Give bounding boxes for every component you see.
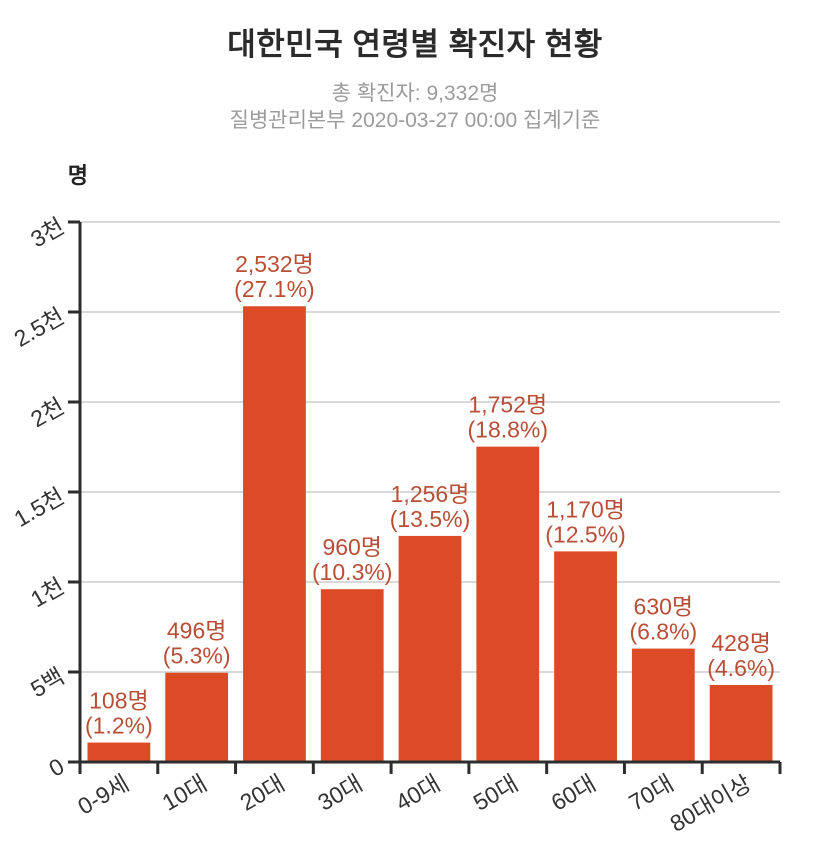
- x-tick-label-4: 40대: [391, 770, 444, 816]
- bar-value-label-1: 496명: [167, 618, 227, 644]
- bar-value-label-8: 428명: [711, 630, 771, 656]
- bar-3: [320, 589, 384, 762]
- bar-percent-label-8: (4.6%): [707, 655, 775, 681]
- bar-1: [165, 672, 229, 762]
- x-tick-label-8: 80대이상: [665, 770, 755, 837]
- bar-value-label-6: 1,170명: [546, 496, 625, 522]
- x-tick-label-3: 30대: [313, 770, 366, 816]
- bar-8: [709, 684, 773, 762]
- bar-2: [243, 306, 306, 762]
- bar-5: [476, 446, 540, 762]
- bar-value-label-4: 1,256명: [391, 481, 470, 507]
- y-tick-label: 0: [44, 753, 68, 782]
- bar-6: [554, 551, 617, 762]
- bar-percent-label-4: (13.5%): [390, 506, 471, 532]
- bar-value-label-5: 1,752명: [468, 392, 547, 418]
- bar-percent-label-0: (1.2%): [85, 713, 153, 739]
- x-tick-label-2: 20대: [235, 770, 288, 816]
- bar-7: [631, 648, 695, 762]
- bar-percent-label-1: (5.3%): [163, 643, 231, 669]
- y-tick-label: 2.5천: [9, 303, 68, 352]
- y-tick-label: 1.5천: [9, 483, 68, 532]
- bar-4: [398, 535, 462, 762]
- bar-percent-label-2: (27.1%): [234, 276, 315, 302]
- chart-title: 대한민국 연령별 확진자 현황: [227, 27, 603, 62]
- y-tick-label: 1천: [26, 573, 68, 612]
- bar-percent-label-3: (10.3%): [312, 559, 393, 585]
- bar-percent-label-6: (12.5%): [545, 521, 626, 547]
- bar-value-label-3: 960명: [322, 534, 382, 560]
- bar-value-label-7: 630명: [634, 594, 694, 620]
- bar-percent-label-7: (6.8%): [629, 619, 697, 645]
- x-tick-label-6: 60대: [547, 770, 600, 816]
- bar-0: [87, 742, 151, 762]
- y-tick-label: 3천: [26, 213, 68, 252]
- bar-value-label-2: 2,532명: [235, 251, 314, 277]
- y-tick-label: 5백: [26, 663, 68, 702]
- bar-value-label-0: 108명: [89, 688, 149, 714]
- chart-subtitle-source: 질병관리본부 2020-03-27 00:00 집계기준: [229, 109, 601, 132]
- y-tick-label: 2천: [26, 393, 68, 432]
- chart-subtitle-total: 총 확진자: 9,332명: [331, 82, 499, 105]
- x-tick-label-5: 50대: [469, 770, 522, 816]
- x-tick-label-7: 70대: [624, 770, 677, 816]
- bar-percent-label-5: (18.8%): [468, 417, 549, 443]
- x-tick-label-0: 0-9세: [73, 770, 133, 820]
- chart-header: 대한민국 연령별 확진자 현황 총 확진자: 9,332명 질병관리본부 202…: [0, 26, 830, 134]
- x-tick-label-1: 10대: [158, 770, 211, 816]
- y-axis-unit-label: 명: [68, 163, 88, 188]
